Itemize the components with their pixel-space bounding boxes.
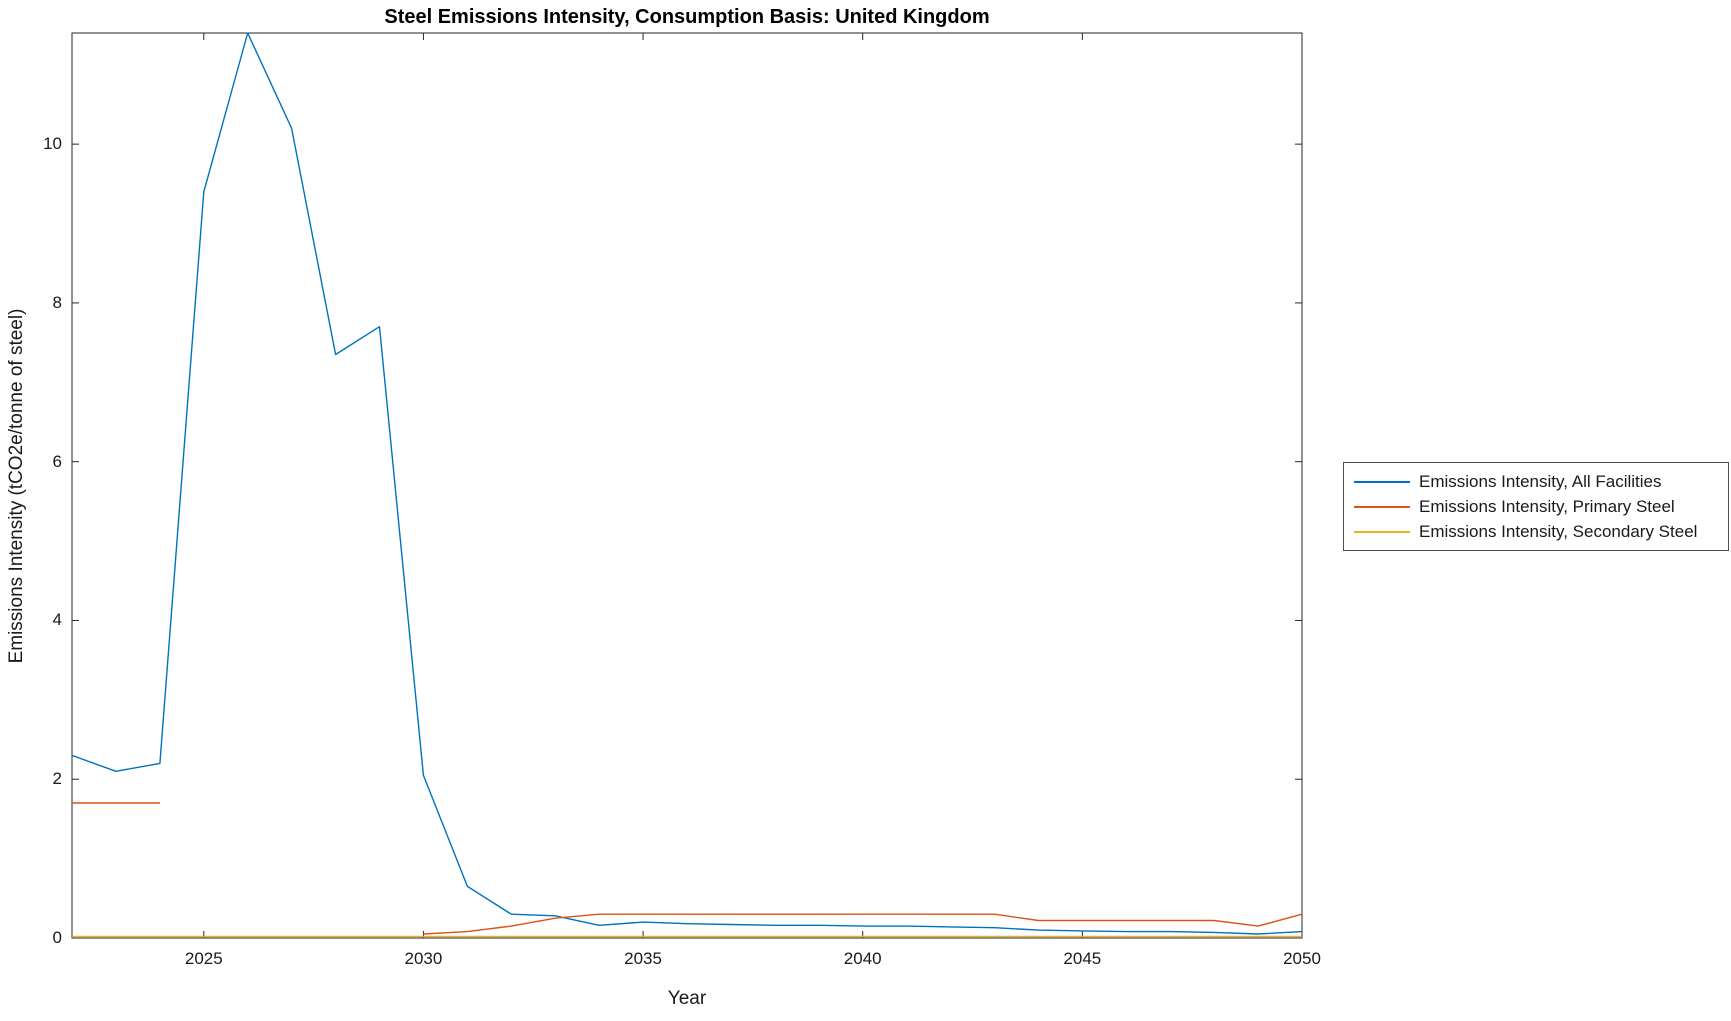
- x-axis-label: Year: [667, 988, 707, 1009]
- y-tick-label: 6: [52, 451, 62, 471]
- x-tick-label: 2040: [843, 949, 882, 968]
- legend-label: Emissions Intensity, All Facilities: [1419, 471, 1662, 491]
- x-tick-label: 2035: [624, 949, 662, 968]
- legend-item: Emissions Intensity, All Facilities: [1354, 471, 1718, 492]
- x-tick-label: 2050: [1283, 949, 1321, 968]
- legend-label: Emissions Intensity, Primary Steel: [1419, 496, 1675, 516]
- legend-label: Emissions Intensity, Secondary Steel: [1419, 521, 1698, 541]
- series-line: [423, 913, 1303, 935]
- legend-item: Emissions Intensity, Secondary Steel: [1354, 521, 1718, 542]
- legend-line-sample-secondary-steel: [1354, 530, 1410, 533]
- legend: Emissions Intensity, All Facilities Emis…: [1343, 462, 1729, 551]
- series-line: [71, 32, 1303, 935]
- x-tick-label: 2025: [184, 949, 223, 968]
- chart-title: Steel Emissions Intensity, Consumption B…: [384, 6, 990, 28]
- legend-line-sample-primary-steel: [1354, 505, 1410, 508]
- x-tick-label: 2030: [404, 949, 443, 968]
- y-tick-label: 2: [52, 769, 62, 789]
- legend-line-sample-all-facilities: [1354, 480, 1410, 483]
- y-tick-label: 10: [43, 134, 62, 154]
- legend-item: Emissions Intensity, Primary Steel: [1354, 496, 1718, 517]
- y-tick-label: 4: [52, 610, 62, 630]
- y-tick-label: 8: [52, 292, 62, 312]
- x-tick-label: 2045: [1063, 949, 1102, 968]
- y-tick-label: 0: [52, 928, 62, 947]
